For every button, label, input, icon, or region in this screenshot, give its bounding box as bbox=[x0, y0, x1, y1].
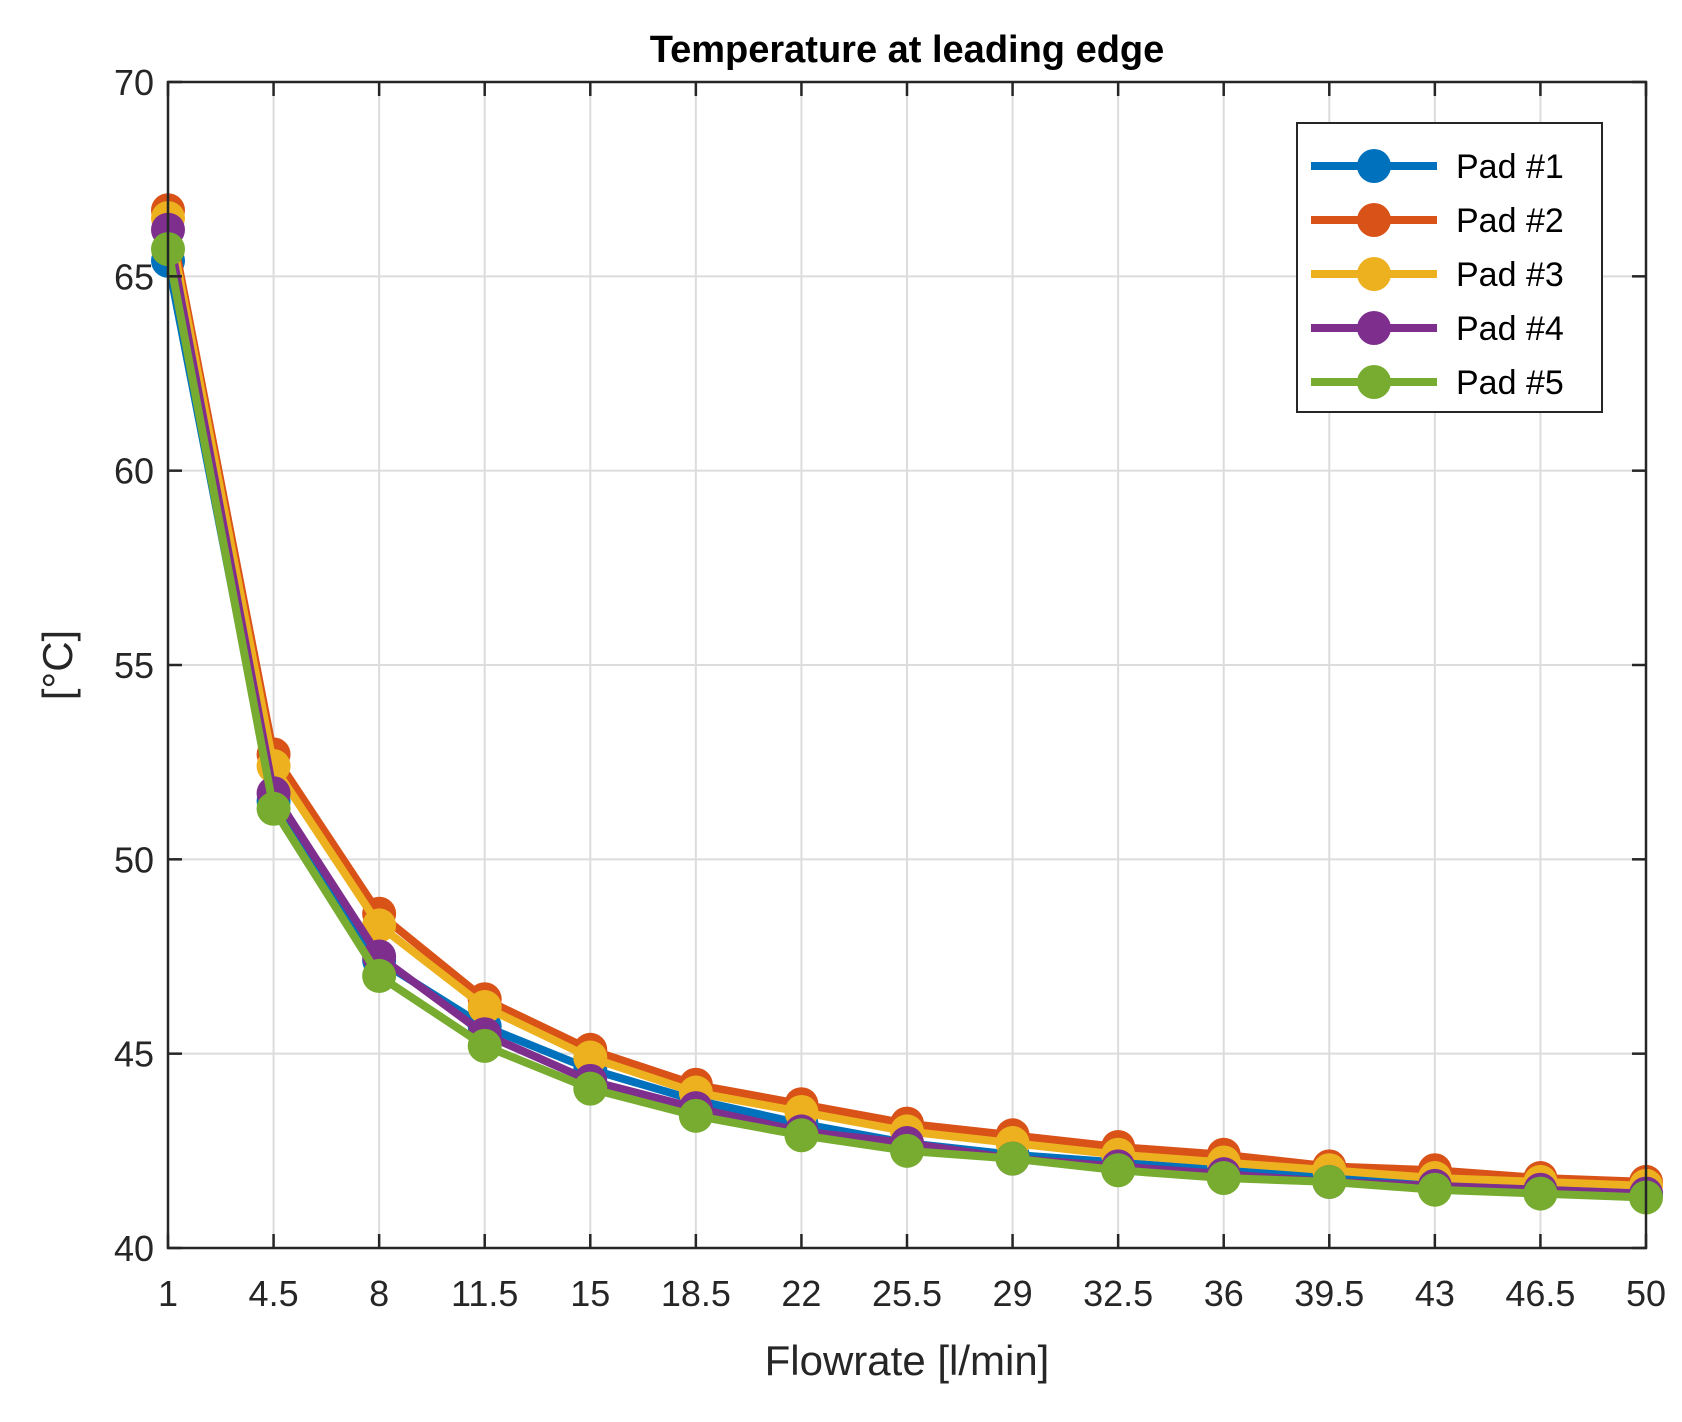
series-layer bbox=[151, 193, 1663, 1215]
x-tick-label: 11.5 bbox=[451, 1273, 518, 1314]
x-tick-label: 50 bbox=[1626, 1273, 1666, 1314]
data-point bbox=[362, 958, 397, 993]
data-point bbox=[362, 908, 397, 943]
legend-label: Pad #3 bbox=[1456, 256, 1564, 294]
y-axis-label: [°C] bbox=[34, 630, 81, 700]
x-tick-label: 32.5 bbox=[1083, 1273, 1153, 1314]
legend-items: Pad #1 Pad #2 Pad #3 Pad #4 Pad #5 bbox=[1311, 148, 1564, 402]
x-tick-label: 29 bbox=[993, 1273, 1033, 1314]
data-point bbox=[890, 1133, 924, 1168]
x-tick-label: 36 bbox=[1204, 1273, 1244, 1314]
legend-marker bbox=[1357, 149, 1391, 183]
y-tick-label: 40 bbox=[114, 1228, 154, 1269]
data-point bbox=[784, 1118, 819, 1153]
legend-item-1: Pad #1 bbox=[1311, 148, 1564, 186]
legend-item-4: Pad #4 bbox=[1311, 310, 1564, 348]
y-tick-label: 45 bbox=[114, 1034, 154, 1075]
data-point bbox=[256, 791, 291, 826]
x-tick-label: 46.5 bbox=[1505, 1273, 1575, 1314]
legend-label: Pad #1 bbox=[1456, 148, 1564, 186]
legend-marker bbox=[1357, 257, 1391, 291]
y-tick-label: 50 bbox=[114, 839, 154, 880]
y-tick-label: 65 bbox=[114, 256, 154, 297]
y-tick-label: 60 bbox=[114, 451, 154, 492]
x-axis-label: Flowrate [l/min] bbox=[765, 1337, 1050, 1384]
legend-marker bbox=[1357, 365, 1391, 399]
legend-item-3: Pad #3 bbox=[1311, 256, 1564, 294]
ticks bbox=[166, 80, 1648, 1250]
series-5 bbox=[151, 232, 1663, 1215]
x-tick-label: 15 bbox=[570, 1273, 610, 1314]
data-point bbox=[995, 1141, 1030, 1176]
legend-item-5: Pad #5 bbox=[1311, 364, 1564, 402]
legend-marker bbox=[1357, 203, 1391, 237]
data-point bbox=[1312, 1164, 1347, 1199]
legend-label: Pad #4 bbox=[1456, 310, 1564, 348]
x-tick-label: 22 bbox=[781, 1273, 821, 1314]
x-tick-label: 18.5 bbox=[661, 1273, 731, 1314]
legend: Pad #1 Pad #2 Pad #3 Pad #4 Pad #5 bbox=[1296, 122, 1603, 413]
data-point bbox=[678, 1098, 713, 1133]
y-tick-label: 55 bbox=[114, 645, 154, 686]
x-tick-label: 25.5 bbox=[872, 1273, 942, 1314]
data-point bbox=[573, 1071, 608, 1106]
data-point bbox=[1417, 1172, 1452, 1207]
data-point bbox=[467, 990, 502, 1025]
legend-box bbox=[1296, 122, 1603, 413]
x-tick-label: 8 bbox=[369, 1273, 389, 1314]
x-tick-label: 39.5 bbox=[1294, 1273, 1364, 1314]
data-point bbox=[1206, 1161, 1241, 1196]
tick-labels: 1 4.5 8 11.5 15 18.5 22 25.5 29 32.5 36 39.5 43 46.5 5… bbox=[114, 62, 1666, 1314]
legend-label: Pad #2 bbox=[1456, 202, 1564, 240]
data-point bbox=[573, 1040, 608, 1075]
legend-label: Pad #5 bbox=[1456, 364, 1564, 402]
x-tick-label: 43 bbox=[1415, 1273, 1455, 1314]
data-point bbox=[1101, 1153, 1136, 1188]
chart-title: Temperature at leading edge bbox=[650, 29, 1165, 71]
legend-item-2: Pad #2 bbox=[1311, 202, 1564, 240]
x-tick-label: 1 bbox=[158, 1273, 178, 1314]
data-point bbox=[1523, 1176, 1558, 1211]
x-tick-label: 4.5 bbox=[249, 1273, 299, 1314]
data-point bbox=[467, 1028, 502, 1063]
y-tick-label: 70 bbox=[114, 62, 154, 103]
legend-marker bbox=[1357, 311, 1391, 345]
